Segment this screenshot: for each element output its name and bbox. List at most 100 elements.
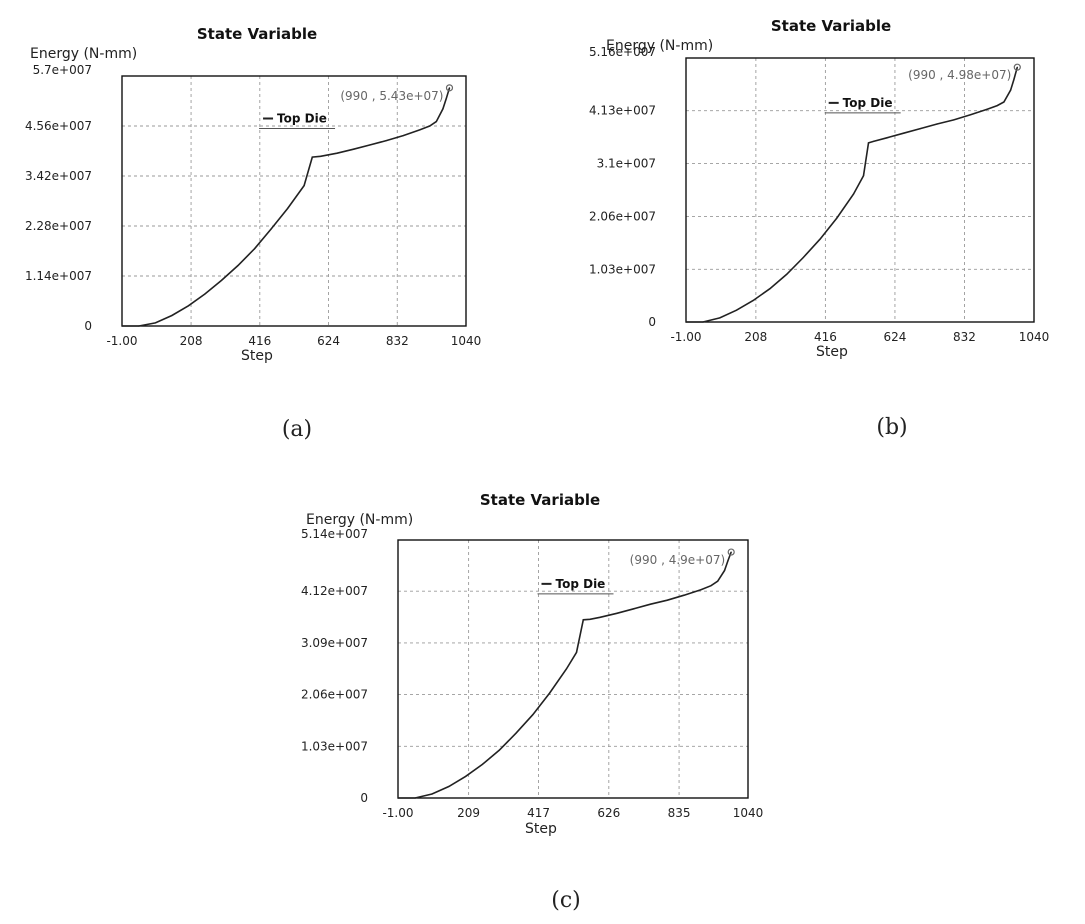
y-axis-label: Energy (N-mm) — [306, 512, 413, 528]
x-tick-label: 416 — [814, 330, 837, 344]
data-point — [336, 152, 338, 154]
subfigure-caption: (b) — [876, 415, 907, 440]
x-tick-label: -1.00 — [670, 330, 701, 344]
end-point-annotation: (990 , 5.43e+07) — [340, 89, 443, 103]
chart-panel-2: (990 , 4.98e+07) -1.00 208 416 624 832 1040 0 1.… — [589, 17, 1049, 440]
data-point — [903, 132, 905, 134]
data-point — [752, 299, 754, 302]
data-point — [320, 155, 322, 157]
data-point — [836, 217, 838, 219]
y-tick-label: 2.28e+007 — [25, 219, 92, 233]
data-point — [481, 763, 483, 765]
data-point — [187, 305, 190, 307]
x-tick-label: -1.00 — [106, 334, 137, 348]
data-point — [616, 612, 618, 614]
data-point — [532, 714, 534, 716]
y-tick-label: 0 — [648, 315, 656, 329]
data-point — [685, 321, 687, 323]
end-point-marker — [445, 84, 454, 92]
end-point-annotation: (990 , 4.9e+07) — [630, 553, 726, 567]
data-point — [996, 104, 998, 107]
x-axis-label: Step — [525, 821, 557, 837]
data-point — [953, 119, 955, 121]
data-point — [936, 123, 938, 125]
data-point — [727, 560, 729, 562]
legend: Top Die — [259, 112, 336, 129]
x-tick-label: 624 — [317, 334, 340, 348]
data-point — [429, 125, 431, 127]
y-tick-label: 1.03e+007 — [589, 262, 656, 276]
end-point-marker — [727, 548, 735, 556]
data-point — [386, 139, 388, 142]
legend-label: Top Die — [843, 96, 893, 110]
x-tick-label: 208 — [744, 330, 767, 344]
x-tick-label: 209 — [457, 806, 480, 820]
data-point — [498, 749, 500, 751]
data-point — [862, 175, 865, 177]
y-axis-label: Energy (N-mm) — [30, 46, 137, 62]
data-point — [1009, 89, 1012, 91]
data-point — [419, 129, 421, 131]
data-point — [802, 256, 804, 259]
data-point — [589, 618, 591, 620]
data-point — [666, 599, 668, 601]
y-tick-label: 5.14e+007 — [301, 527, 368, 541]
data-point — [1016, 66, 1018, 68]
x-tick-label: 832 — [953, 330, 976, 344]
data-point — [270, 228, 272, 230]
legend: Top Die — [824, 96, 901, 114]
data-point — [683, 594, 685, 596]
legend-label: Top Die — [277, 112, 327, 126]
data-point — [730, 551, 732, 553]
y-tick-label: 4.12e+007 — [301, 584, 368, 598]
y-tick-label: 2.06e+007 — [301, 688, 368, 702]
data-point — [442, 108, 444, 110]
subfigure-caption: (a) — [282, 417, 312, 442]
data-point — [582, 619, 584, 621]
data-point — [204, 293, 206, 295]
y-tick-label: 3.09e+007 — [301, 636, 368, 650]
plot-area — [397, 539, 749, 799]
series-line-top-die — [398, 551, 732, 799]
data-point — [969, 114, 972, 116]
x-tick-label: 624 — [883, 330, 906, 344]
chart-title: State Variable — [480, 491, 600, 509]
data-point — [448, 785, 450, 788]
data-point — [1003, 101, 1005, 103]
y-tick-label: 1.14e+007 — [25, 269, 92, 283]
data-point — [448, 87, 451, 89]
y-tick-label: 4.13e+007 — [589, 104, 656, 118]
legend: Top Die — [537, 577, 614, 595]
data-point — [515, 732, 517, 734]
data-point — [719, 317, 721, 319]
data-point — [171, 314, 173, 317]
data-point — [353, 148, 355, 150]
data-point — [1013, 78, 1015, 81]
plot-area — [685, 57, 1035, 323]
data-point — [717, 580, 719, 582]
data-point — [710, 585, 712, 587]
data-point — [819, 238, 821, 240]
y-tick-label: 4.56e+007 — [25, 119, 92, 133]
data-point — [237, 264, 239, 267]
data-point — [445, 98, 447, 100]
data-point — [464, 775, 467, 778]
data-point — [303, 185, 305, 187]
data-point — [886, 137, 888, 139]
y-tick-label: 0 — [360, 791, 368, 805]
data-point — [700, 589, 702, 591]
data-point — [435, 121, 437, 123]
data-point — [138, 325, 140, 327]
data-point — [431, 793, 433, 795]
y-tick-label: 0 — [84, 319, 92, 333]
data-point — [867, 142, 870, 144]
data-point — [649, 603, 652, 605]
x-tick-label: 416 — [248, 334, 271, 348]
x-tick-label: 417 — [527, 806, 550, 820]
x-tick-label: 208 — [180, 334, 203, 348]
x-tick-label: 1040 — [1019, 330, 1050, 344]
x-tick-label: 1040 — [451, 334, 482, 348]
data-point — [220, 279, 223, 281]
data-point — [369, 144, 371, 146]
